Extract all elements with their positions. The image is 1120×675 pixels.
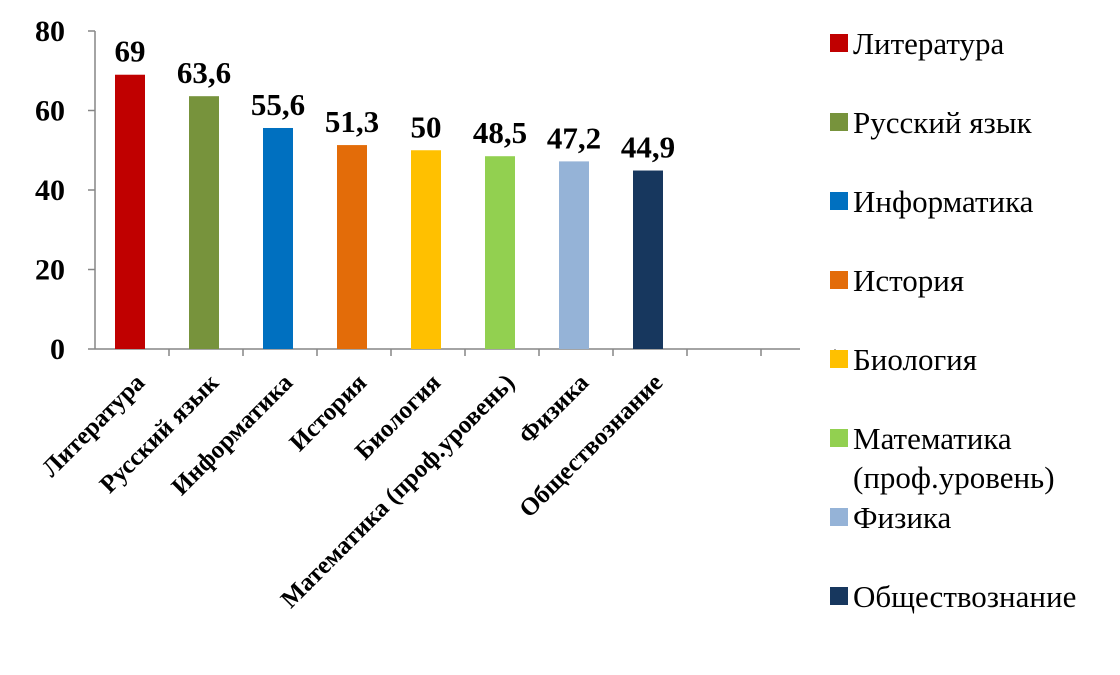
legend-label: История <box>853 263 964 298</box>
legend-label-line: Обществознание <box>853 579 1076 614</box>
data-label: 48,5 <box>473 115 527 150</box>
legend-label-line: Русский язык <box>853 105 1033 140</box>
legend-swatch <box>830 271 848 289</box>
bars <box>115 74 663 350</box>
legend-label-line: Физика <box>853 500 952 535</box>
bar <box>337 145 367 349</box>
legend-swatch <box>830 508 848 526</box>
y-tick-label: 60 <box>35 95 65 128</box>
legend-label: Физика <box>853 500 952 535</box>
legend-label-line: Информатика <box>853 184 1034 219</box>
y-tick-label: 0 <box>50 333 65 366</box>
legend-label-line: История <box>853 263 964 298</box>
data-label: 44,9 <box>621 130 675 165</box>
legend-label: Информатика <box>853 184 1034 219</box>
bar <box>485 156 515 349</box>
bar <box>411 150 441 349</box>
legend-swatch <box>830 587 848 605</box>
data-label: 50 <box>411 109 442 144</box>
data-label: 51,3 <box>325 104 379 139</box>
y-tick-label: 40 <box>35 174 65 207</box>
bar <box>559 161 589 349</box>
legend-swatch <box>830 429 848 447</box>
legend-swatch <box>830 34 848 52</box>
legend-label-line: Биология <box>853 342 977 377</box>
legend-label-line: Математика <box>853 421 1012 456</box>
legend-label: Обществознание <box>853 579 1076 614</box>
legend-label-line: (проф.уровень) <box>853 460 1055 495</box>
bar <box>263 127 293 350</box>
bar <box>115 74 145 349</box>
legend-swatch <box>830 192 848 210</box>
legend-swatch <box>830 113 848 131</box>
legend-label: Литература <box>853 26 1005 61</box>
data-label: 63,6 <box>177 55 231 90</box>
legend-label: Математика (проф.уровень) <box>853 421 1055 495</box>
legend-label-line: Литература <box>853 26 1005 61</box>
data-label: 47,2 <box>547 120 601 155</box>
data-label: 55,6 <box>251 87 305 122</box>
x-tick-label: Обществознание <box>514 369 668 523</box>
bar <box>633 170 663 349</box>
legend-label: Биология <box>853 342 977 377</box>
y-tick-label: 20 <box>35 254 65 287</box>
y-axis-ticks: 0 20 40 60 80 <box>35 15 65 366</box>
data-label: 69 <box>115 34 146 69</box>
legend: Литература Русский язык Информатика История… <box>830 26 1076 614</box>
legend-label: Русский язык <box>853 105 1033 140</box>
legend-swatch <box>830 350 848 368</box>
bar <box>189 96 219 349</box>
data-labels: 69 63,6 55,6 51,3 50 48,5 47,2 44,9 <box>115 34 676 165</box>
y-tick-label: 80 <box>35 15 65 48</box>
